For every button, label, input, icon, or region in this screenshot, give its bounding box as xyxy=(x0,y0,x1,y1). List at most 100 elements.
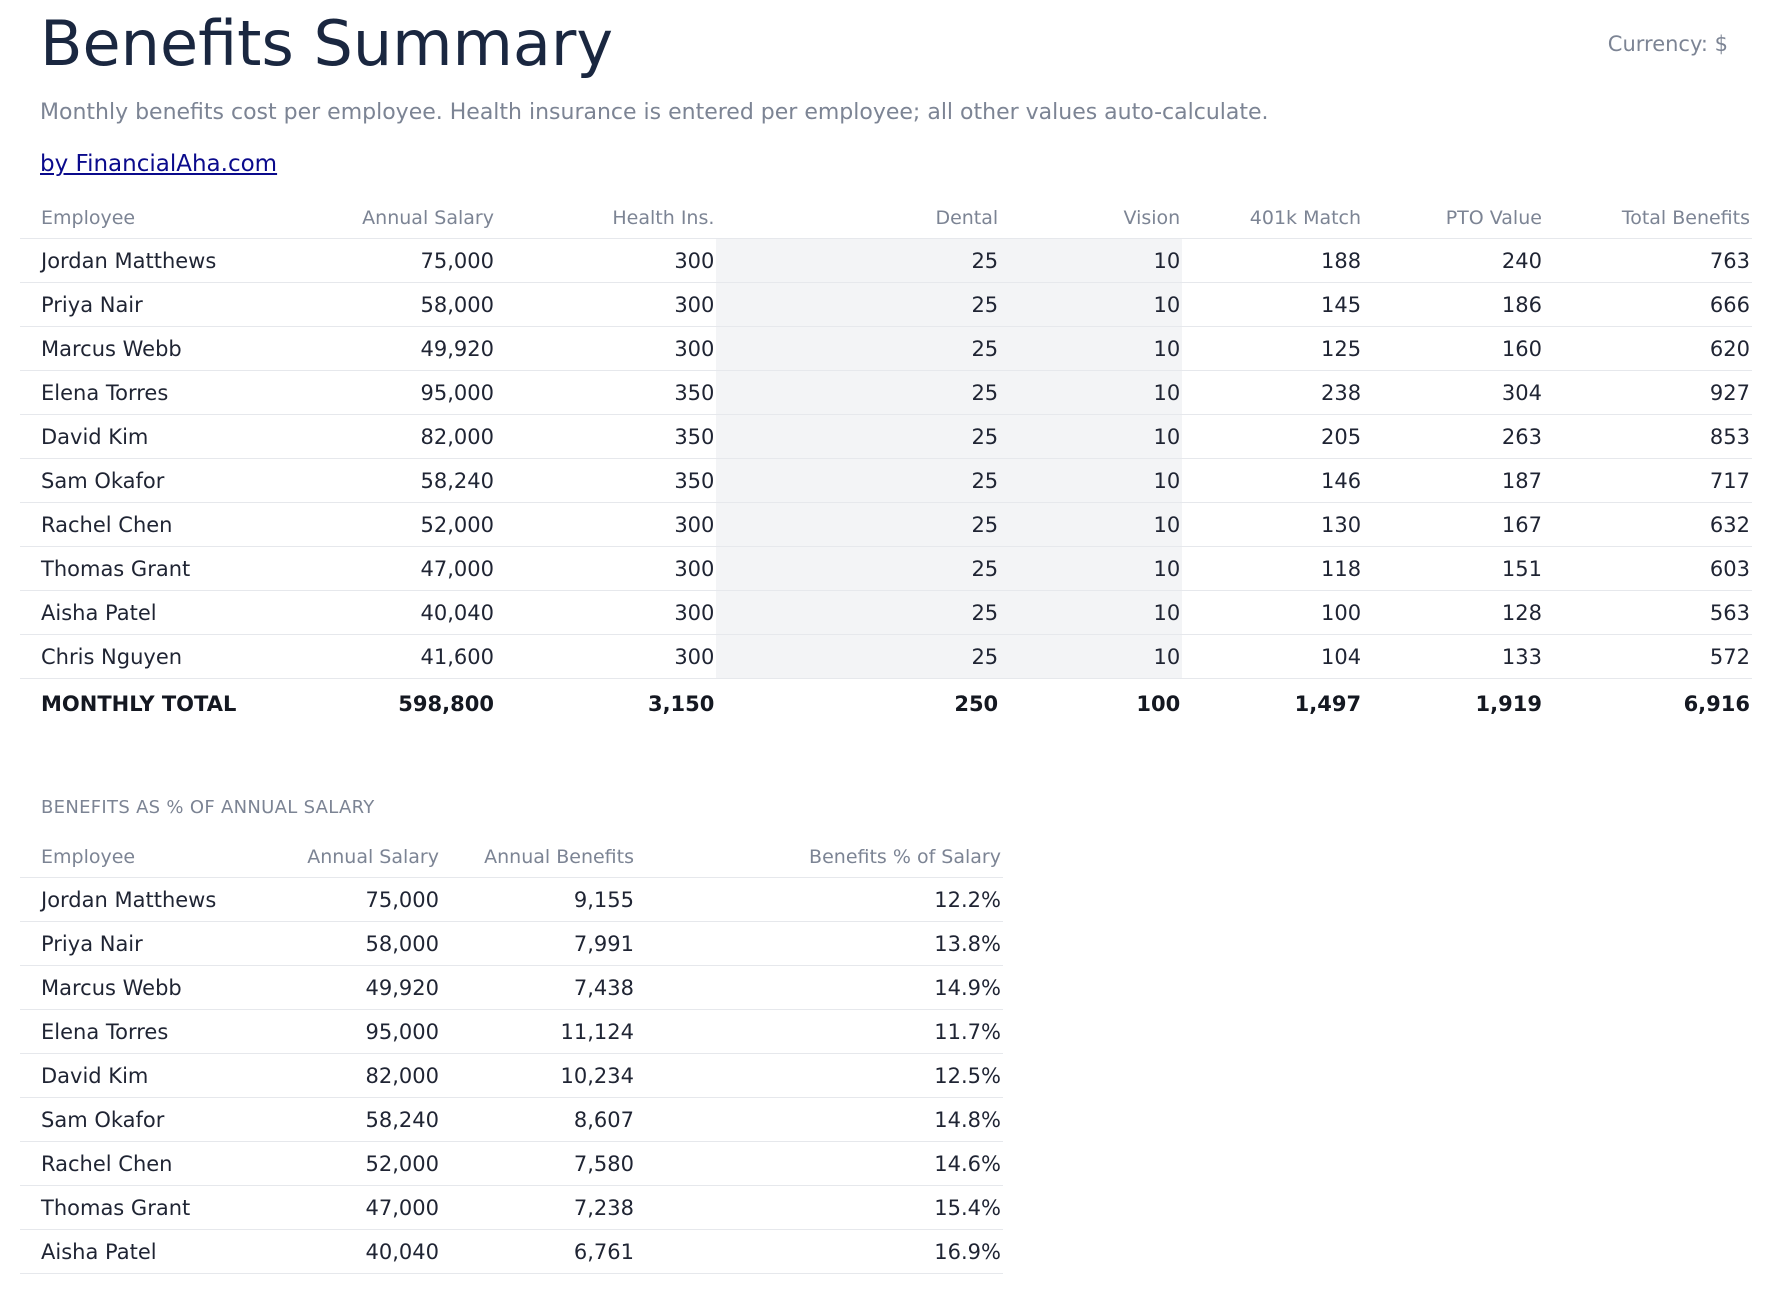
cell-employee-name: Sam Okafor xyxy=(20,458,250,503)
cell-dental: 25 xyxy=(716,634,1001,679)
cell-pto-value: 186 xyxy=(1363,282,1544,327)
table-row: Aisha Patel 40,040 300 25 10 100 128 563 xyxy=(20,590,1752,635)
cell-401k-match: 118 xyxy=(1182,546,1364,591)
cell-401k-match: 104 xyxy=(1182,634,1364,679)
cell-total-benefits: 632 xyxy=(1543,502,1752,547)
total-annual-salary: 598,800 xyxy=(249,678,496,729)
cell-annual-salary: 75,000 xyxy=(223,877,441,922)
cell-annual-salary: 52,000 xyxy=(223,1141,441,1186)
cell-benefits-pct: 14.6% xyxy=(636,1141,1003,1186)
cell-vision: 10 xyxy=(1000,546,1183,591)
cell-annual-benefits: 8,607 xyxy=(441,1097,636,1142)
cell-vision: 10 xyxy=(1000,414,1183,459)
cell-health-ins: 350 xyxy=(495,414,717,459)
table-row: Rachel Chen 52,000 7,580 14.6% xyxy=(20,1141,1003,1186)
cell-total-benefits: 620 xyxy=(1543,326,1752,371)
total-row: MONTHLY TOTAL 598,800 3,150 250 100 1,497 1,91… xyxy=(20,678,1752,729)
currency-label: Currency: $ xyxy=(1607,32,1728,56)
cell-employee-name: Jordan Matthews xyxy=(20,238,250,283)
cell-annual-salary: 82,000 xyxy=(249,414,496,459)
cell-annual-benefits: 11,124 xyxy=(441,1009,636,1054)
cell-dental: 25 xyxy=(716,238,1001,283)
cell-vision: 10 xyxy=(1000,590,1183,635)
cell-annual-salary: 95,000 xyxy=(223,1009,441,1054)
cell-annual-salary: 40,040 xyxy=(223,1229,441,1274)
total-total-benefits: 6,916 xyxy=(1543,678,1752,729)
cell-annual-salary: 58,240 xyxy=(249,458,496,503)
cell-vision: 10 xyxy=(1000,238,1183,283)
col-header-annual-salary: Annual Salary xyxy=(249,198,496,239)
table-row: Thomas Grant 47,000 7,238 15.4% xyxy=(20,1185,1003,1230)
cell-health-ins: 300 xyxy=(495,634,717,679)
cell-401k-match: 146 xyxy=(1182,458,1364,503)
table-row: Elena Torres 95,000 11,124 11.7% xyxy=(20,1009,1003,1054)
cell-vision: 10 xyxy=(1000,370,1183,415)
cell-401k-match: 205 xyxy=(1182,414,1364,459)
table-row: Jordan Matthews 75,000 300 25 10 188 240 763 xyxy=(20,238,1752,283)
cell-annual-salary: 95,000 xyxy=(249,370,496,415)
page-title: Benefits Summary xyxy=(40,7,614,80)
benefits-table: Employee Annual Salary Health Ins. Denta… xyxy=(20,198,1752,729)
table-row: Elena Torres 95,000 350 25 10 238 304 927 xyxy=(20,370,1752,415)
cell-vision: 10 xyxy=(1000,326,1183,371)
cell-total-benefits: 572 xyxy=(1543,634,1752,679)
cell-employee-name: Marcus Webb xyxy=(20,326,250,371)
cell-pto-value: 187 xyxy=(1363,458,1544,503)
col-header-total-benefits: Total Benefits xyxy=(1543,198,1752,239)
cell-pto-value: 263 xyxy=(1363,414,1544,459)
section-label-benefits-pct: BENEFITS AS % OF ANNUAL SALARY xyxy=(41,797,375,818)
table-row: Chris Nguyen 41,600 300 25 10 104 133 572 xyxy=(20,634,1752,679)
cell-total-benefits: 763 xyxy=(1543,238,1752,283)
cell-employee-name: Thomas Grant xyxy=(20,546,250,591)
cell-annual-benefits: 7,991 xyxy=(441,921,636,966)
cell-total-benefits: 563 xyxy=(1543,590,1752,635)
total-health-ins: 3,150 xyxy=(495,678,717,729)
cell-health-ins: 350 xyxy=(495,370,717,415)
table-row: Rachel Chen 52,000 300 25 10 130 167 632 xyxy=(20,502,1752,547)
cell-employee-name: David Kim xyxy=(20,1053,223,1098)
cell-employee-name: Priya Nair xyxy=(20,921,223,966)
cell-dental: 25 xyxy=(716,414,1001,459)
cell-dental: 25 xyxy=(716,502,1001,547)
cell-dental: 25 xyxy=(716,458,1001,503)
cell-pto-value: 151 xyxy=(1363,546,1544,591)
page-subtitle: Monthly benefits cost per employee. Heal… xyxy=(40,100,1269,125)
cell-annual-benefits: 7,238 xyxy=(441,1185,636,1230)
cell-benefits-pct: 16.9% xyxy=(636,1229,1003,1274)
table-row: Priya Nair 58,000 300 25 10 145 186 666 xyxy=(20,282,1752,327)
cell-employee-name: Marcus Webb xyxy=(20,965,223,1010)
cell-vision: 10 xyxy=(1000,502,1183,547)
table-row: David Kim 82,000 10,234 12.5% xyxy=(20,1053,1003,1098)
table-row: David Kim 82,000 350 25 10 205 263 853 xyxy=(20,414,1752,459)
credit-link[interactable]: by FinancialAha.com xyxy=(40,151,278,177)
total-pto-value: 1,919 xyxy=(1363,678,1544,729)
col-header-pto-value: PTO Value xyxy=(1363,198,1544,239)
cell-health-ins: 300 xyxy=(495,502,717,547)
cell-401k-match: 188 xyxy=(1182,238,1364,283)
benefits-pct-table: Employee Annual Salary Annual Benefits B… xyxy=(20,837,1003,1274)
cell-employee-name: Jordan Matthews xyxy=(20,877,223,922)
cell-annual-salary: 40,040 xyxy=(249,590,496,635)
cell-annual-salary: 41,600 xyxy=(249,634,496,679)
cell-benefits-pct: 15.4% xyxy=(636,1185,1003,1230)
cell-benefits-pct: 11.7% xyxy=(636,1009,1003,1054)
cell-annual-salary: 49,920 xyxy=(223,965,441,1010)
col-header-annual-salary: Annual Salary xyxy=(223,837,441,878)
table-row: Thomas Grant 47,000 300 25 10 118 151 603 xyxy=(20,546,1752,591)
cell-health-ins: 300 xyxy=(495,282,717,327)
table-row: Sam Okafor 58,240 8,607 14.8% xyxy=(20,1097,1003,1142)
cell-total-benefits: 603 xyxy=(1543,546,1752,591)
cell-benefits-pct: 13.8% xyxy=(636,921,1003,966)
cell-benefits-pct: 12.2% xyxy=(636,877,1003,922)
cell-annual-salary: 58,000 xyxy=(223,921,441,966)
cell-employee-name: Elena Torres xyxy=(20,1009,223,1054)
total-401k-match: 1,497 xyxy=(1182,678,1364,729)
cell-annual-salary: 82,000 xyxy=(223,1053,441,1098)
total-dental: 250 xyxy=(716,678,1001,729)
cell-pto-value: 133 xyxy=(1363,634,1544,679)
col-header-employee: Employee xyxy=(20,198,250,239)
cell-401k-match: 100 xyxy=(1182,590,1364,635)
cell-401k-match: 125 xyxy=(1182,326,1364,371)
cell-annual-benefits: 9,155 xyxy=(441,877,636,922)
